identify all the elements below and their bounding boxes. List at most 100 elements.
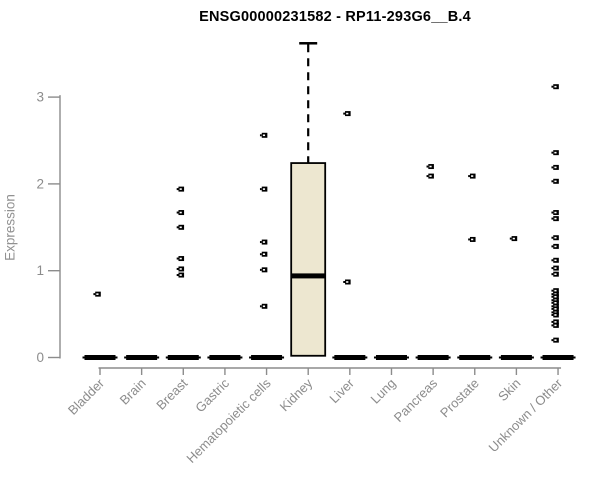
data-point-notch	[554, 321, 557, 323]
data-point-notch	[179, 257, 182, 260]
data-point-notch	[554, 273, 557, 275]
data-point-tick	[551, 295, 554, 298]
data-point-tick	[176, 226, 179, 229]
data-point-tick	[551, 339, 554, 342]
data-point-notch	[262, 253, 266, 256]
data-point-tick	[551, 180, 554, 183]
data-point-tick	[551, 305, 554, 308]
data-point-notch	[429, 165, 432, 168]
data-point-notch	[554, 302, 557, 304]
data-point-tick	[468, 238, 470, 241]
data-point-tick	[551, 311, 554, 314]
data-point-tick	[468, 175, 470, 178]
data-point-notch	[346, 281, 349, 283]
median-bar	[334, 355, 366, 360]
x-tick-label: Breast	[153, 375, 190, 412]
x-tick-label: Lung	[368, 376, 399, 407]
data-point-notch	[512, 237, 515, 240]
data-point-tick	[551, 273, 554, 276]
data-point-tick	[551, 293, 554, 296]
data-point-tick	[551, 259, 554, 262]
median-bar	[209, 355, 241, 360]
data-point-tick	[551, 267, 554, 270]
data-point-notch	[554, 289, 557, 292]
data-point-tick	[509, 237, 512, 240]
data-point-tick	[551, 166, 554, 169]
data-point-tick	[343, 280, 346, 283]
x-tick-label: Unknown / Other	[486, 375, 566, 455]
data-point-tick	[93, 293, 96, 296]
data-point-tick	[551, 211, 554, 214]
data-point-tick	[343, 112, 346, 115]
data-point-notch	[429, 175, 432, 177]
data-point-notch	[554, 295, 557, 298]
data-point-tick	[426, 175, 429, 178]
median-line	[291, 273, 326, 279]
x-tick-label: Gastric	[192, 375, 232, 415]
data-point-notch	[554, 314, 557, 316]
y-tick-label: 1	[36, 263, 44, 278]
data-point-tick	[426, 165, 429, 168]
data-point-notch	[554, 211, 557, 214]
data-point-notch	[554, 259, 557, 262]
median-bar	[542, 355, 574, 360]
data-point-notch	[554, 305, 557, 308]
median-bar	[459, 355, 491, 360]
data-point-notch	[554, 85, 557, 88]
x-tick-label: Liver	[326, 375, 357, 406]
median-bar	[375, 355, 407, 360]
data-point-tick	[259, 188, 262, 191]
median-bar	[84, 355, 116, 360]
x-tick-label: Prostate	[437, 376, 482, 421]
data-point-notch	[262, 188, 266, 190]
data-point-notch	[554, 217, 557, 220]
whisker-cap	[299, 42, 318, 45]
data-point-tick	[551, 245, 554, 248]
data-point-notch	[554, 299, 557, 302]
data-point-notch	[554, 180, 557, 183]
y-tick-label: 3	[36, 90, 44, 105]
x-tick-label: Bladder	[65, 375, 108, 418]
box-kidney	[290, 162, 327, 357]
data-point-tick	[551, 217, 554, 220]
data-point-tick	[176, 188, 179, 191]
data-point-notch	[554, 293, 557, 295]
median-bar	[126, 355, 158, 360]
data-point-notch	[262, 241, 266, 243]
data-point-notch	[554, 324, 557, 327]
data-point-tick	[551, 151, 554, 154]
data-point-tick	[259, 253, 262, 256]
data-point-tick	[551, 289, 554, 292]
data-point-tick	[176, 267, 179, 270]
data-point-tick	[259, 241, 262, 244]
data-point-notch	[471, 175, 474, 177]
x-tick-label: Brain	[117, 376, 149, 408]
data-point-tick	[551, 85, 554, 88]
data-point-notch	[554, 311, 557, 314]
y-tick-label: 0	[36, 350, 44, 365]
median-bar	[251, 355, 283, 360]
data-point-tick	[176, 257, 179, 260]
data-point-notch	[96, 293, 99, 295]
data-point-tick	[551, 320, 554, 323]
data-point-notch	[471, 238, 474, 241]
x-tick-label: Kidney	[277, 375, 316, 414]
median-bar	[167, 355, 199, 360]
data-point-notch	[554, 151, 557, 154]
data-point-notch	[262, 269, 266, 271]
data-point-notch	[554, 267, 557, 269]
data-point-tick	[176, 274, 179, 277]
median-bar	[500, 355, 532, 360]
data-point-notch	[179, 274, 182, 276]
data-point-notch	[262, 305, 266, 308]
chart-title: ENSG00000231582 - RP11-293G6__B.4	[199, 9, 471, 25]
data-point-notch	[346, 112, 349, 115]
x-tick-label: Skin	[495, 376, 523, 404]
data-point-tick	[551, 236, 554, 239]
data-point-notch	[554, 236, 557, 239]
data-point-notch	[179, 188, 182, 190]
data-point-notch	[554, 308, 557, 310]
data-point-notch	[179, 226, 182, 229]
